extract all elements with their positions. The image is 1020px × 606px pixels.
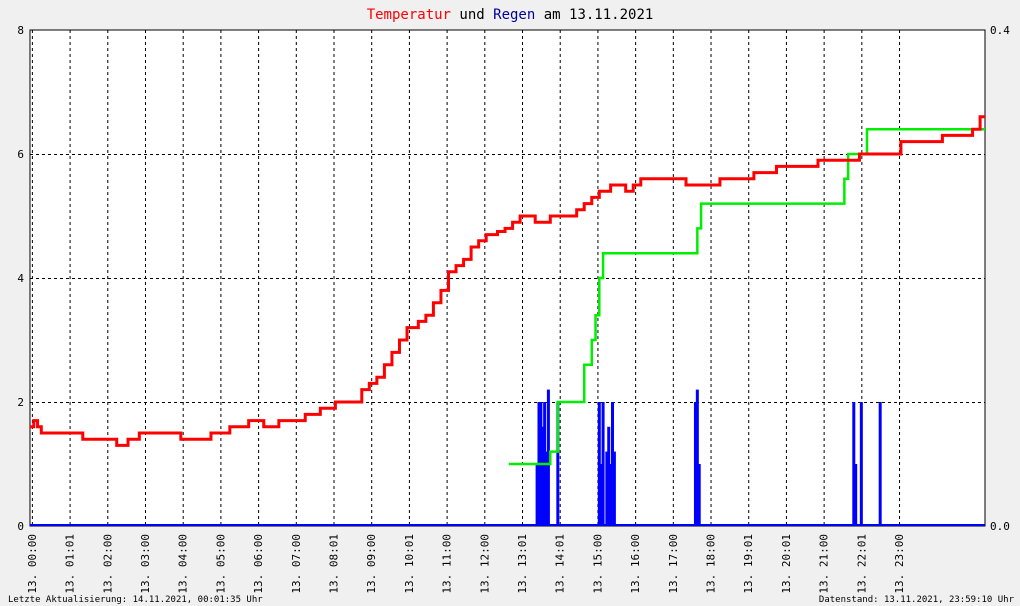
y-left-tick-3: 6 [17, 148, 24, 161]
x-tick-0: 13. 00:00 [26, 534, 39, 594]
x-tick-13: 13. 13:01 [516, 534, 529, 594]
y-right-tick-0: 0.0 [990, 520, 1010, 533]
x-tick-20: 13. 20:01 [780, 534, 793, 594]
x-tick-4: 13. 04:00 [177, 534, 190, 594]
rain-bar-9 [599, 464, 603, 526]
x-axis: 13. 00:00 13. 01:01 13. 02:00 13. 03:00 13. … [26, 534, 906, 594]
x-tick-3: 13. 03:00 [139, 534, 152, 594]
x-tick-7: 13. 07:00 [290, 534, 303, 594]
rain-bar-11 [605, 451, 609, 526]
rain-bar-7 [556, 402, 560, 526]
x-tick-12: 13. 12:00 [478, 534, 491, 594]
chart-title: Temperatur und Regen am 13.11.2021 [367, 7, 654, 23]
y-left-tick-0: 0 [17, 520, 24, 533]
rain-bar-6 [546, 389, 550, 526]
rain-cumulative-line [508, 127, 985, 466]
rain-bar-15 [612, 451, 616, 526]
rain-bar-17 [695, 389, 699, 526]
x-tick-2: 13. 02:00 [101, 534, 114, 594]
title-date: am 13.11.2021 [535, 7, 653, 23]
x-tick-9: 13. 09:00 [365, 534, 378, 594]
rain-bar-21 [859, 402, 863, 526]
x-tick-21: 13. 21:00 [818, 534, 831, 594]
x-tick-16: 13. 16:00 [629, 534, 642, 594]
rain-bar-22 [878, 402, 882, 526]
title-regen: Regen [493, 7, 535, 23]
grid [30, 30, 985, 526]
rain-bar-20 [854, 464, 858, 526]
y-left-tick-1: 2 [17, 396, 24, 409]
x-tick-11: 13. 11:00 [441, 534, 454, 594]
x-tick-6: 13. 06:00 [252, 534, 265, 594]
rain-bar-8 [597, 402, 601, 526]
rain-bar-0 [535, 464, 539, 526]
y-left-tick-4: 8 [17, 24, 24, 37]
footer-right: Datenstand: 13.11.2021, 23:59:10 Uhr [819, 595, 1015, 605]
plot-area [29, 29, 986, 527]
y-left-tick-2: 4 [17, 272, 24, 285]
title-und: und [451, 7, 493, 23]
rain-bar-13 [609, 464, 613, 526]
x-tick-10: 13. 10:01 [403, 534, 416, 594]
y-axis-right: 0.0 0.4 [990, 24, 1010, 533]
x-tick-15: 13. 15:00 [591, 534, 604, 594]
rain-bar-10 [601, 402, 605, 526]
rain-bar-3 [541, 426, 545, 526]
x-tick-14: 13. 14:01 [554, 534, 567, 594]
rain-bar-19 [852, 402, 856, 526]
x-tick-8: 13. 08:01 [328, 534, 341, 594]
temperature-line [30, 115, 985, 447]
x-tick-5: 13. 05:00 [214, 534, 227, 594]
rain-bar-12 [607, 426, 611, 526]
x-tick-19: 13. 19:01 [742, 534, 755, 594]
x-tick-1: 13. 01:01 [64, 534, 77, 594]
x-tick-23: 13. 23:00 [893, 534, 906, 594]
y-right-tick-1: 0.4 [990, 24, 1010, 37]
series-layer [30, 115, 985, 526]
rain-bar-18 [697, 464, 701, 526]
x-tick-18: 13. 18:00 [705, 534, 718, 594]
x-tick-22: 13. 22:01 [855, 534, 868, 594]
rain-bar-16 [693, 402, 697, 526]
title-temperatur: Temperatur [367, 7, 451, 23]
rain-bar-5 [545, 451, 549, 526]
x-tick-17: 13. 17:00 [667, 534, 680, 594]
footer-left: Letzte Aktualisierung: 14.11.2021, 00:01… [8, 595, 263, 605]
y-axis-left: 0 2 4 6 8 [17, 24, 24, 533]
rain-bar-14 [611, 402, 615, 526]
